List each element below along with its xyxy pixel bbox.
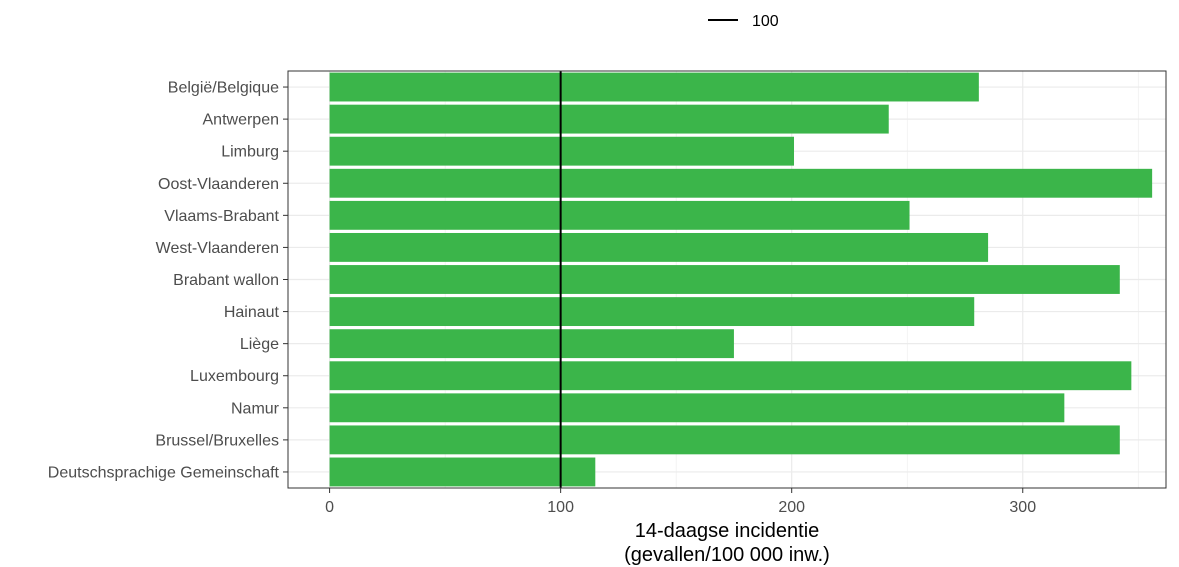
- bar: [329, 457, 596, 487]
- x-axis: 0 100 200 300: [325, 488, 1036, 516]
- y-axis: België/Belgique Antwerpen Limburg Oost-Vlaa…: [48, 80, 288, 481]
- bar: [329, 297, 975, 327]
- y-tick-label: Hainaut: [224, 304, 280, 321]
- y-tick-label: Luxembourg: [190, 368, 279, 385]
- x-tick-label: 200: [778, 499, 805, 516]
- y-tick-label: Deutschsprachige Gemeinschaft: [48, 464, 280, 481]
- x-tick-label: 0: [325, 499, 334, 516]
- bar: [329, 393, 1065, 423]
- y-tick-label: Namur: [231, 400, 280, 417]
- y-tick-label: België/Belgique: [168, 80, 279, 97]
- bar: [329, 425, 1120, 455]
- bar: [329, 361, 1132, 391]
- bar: [329, 329, 734, 359]
- x-axis-title-line1: 14-daagse incidentie: [635, 520, 820, 542]
- y-tick-label: Vlaams-Brabant: [164, 208, 279, 225]
- bar: [329, 200, 910, 230]
- y-tick-label: Brussel/Bruxelles: [155, 432, 279, 449]
- x-tick-label: 100: [547, 499, 574, 516]
- x-axis-title-line2: (gevallen/100 000 inw.): [624, 544, 830, 566]
- bar: [329, 104, 889, 134]
- y-tick-label: West-Vlaanderen: [156, 240, 279, 257]
- bar: [329, 72, 979, 102]
- x-tick-label: 300: [1009, 499, 1036, 516]
- bar: [329, 265, 1120, 294]
- bars: [329, 72, 1153, 487]
- y-tick-label: Brabant wallon: [173, 272, 279, 289]
- legend: 100: [708, 13, 779, 30]
- legend-label: 100: [752, 13, 779, 30]
- y-tick-label: Oost-Vlaanderen: [158, 176, 279, 193]
- y-tick-label: Limburg: [221, 144, 279, 161]
- bar: [329, 136, 795, 166]
- bar: [329, 168, 1153, 198]
- y-tick-label: Antwerpen: [203, 112, 280, 129]
- bar: [329, 232, 989, 262]
- y-tick-label: Liège: [240, 336, 279, 353]
